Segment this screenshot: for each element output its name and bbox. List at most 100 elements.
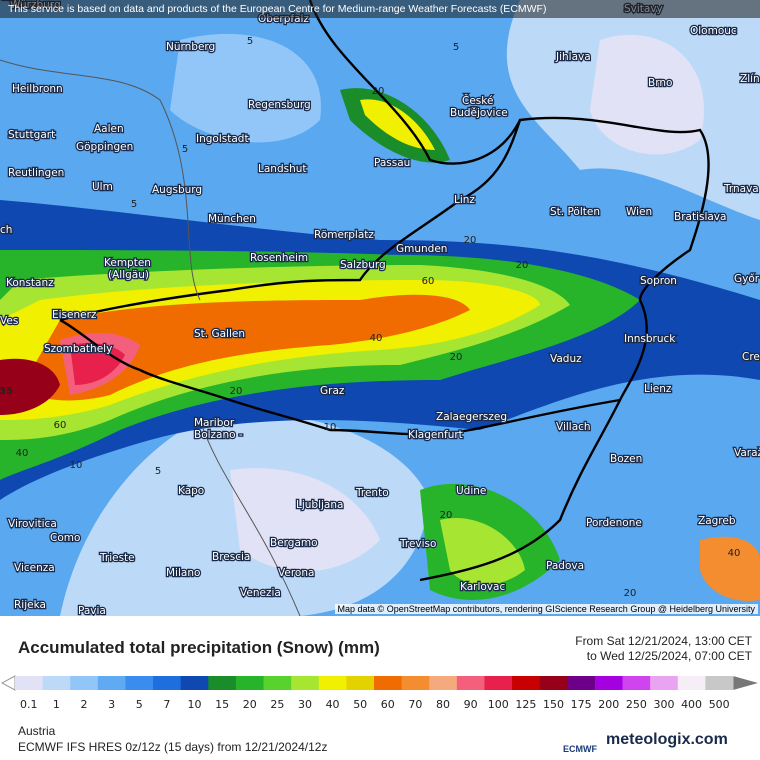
city-label: Landshut	[258, 163, 307, 175]
city-label: Vicenza	[14, 562, 55, 574]
city-label: Ves	[0, 315, 18, 327]
city-label: Aalen	[94, 123, 124, 135]
city-label: Sopron	[640, 275, 677, 287]
scale-swatch	[374, 676, 403, 690]
from: From Sat 12/21/2024, 13:00 CET	[575, 634, 752, 648]
city-label: Pavia	[78, 605, 106, 616]
city-label: Rijeka	[14, 599, 46, 611]
contour-label: 20	[450, 352, 463, 363]
scale-swatch	[70, 676, 99, 690]
city-label: Treviso	[399, 538, 436, 550]
scale-swatch	[97, 676, 126, 690]
city-label: Nürnberg	[166, 41, 215, 53]
scale-label: 20	[243, 698, 257, 711]
city-label: Szombathely	[44, 343, 112, 355]
city-label: Reutlingen	[8, 167, 64, 179]
contour-label: 20	[372, 86, 385, 97]
city-label: Ljubljana	[296, 499, 343, 511]
scale-swatch	[484, 676, 513, 690]
city-label: Zalaegerszeg	[436, 411, 507, 423]
meteologix-logo: meteologix.com	[606, 731, 728, 748]
scale-swatch	[567, 676, 596, 690]
map: WürzburgOberpfalzSvitavyNürnbergJihlavaO…	[0, 0, 760, 616]
contour-label: 20	[624, 588, 637, 599]
city-label: Klagenfurt	[408, 429, 463, 441]
model: ECMWF IFS HRES 0z/12z (15 days) from 12/…	[18, 740, 328, 754]
contour-label: 20	[230, 386, 243, 397]
city-label: Villach	[556, 421, 591, 433]
city-label: Vaduz	[550, 353, 582, 365]
scale-arrow-left	[0, 675, 16, 691]
scale-label: 0.1	[20, 698, 38, 711]
scale-swatch	[346, 676, 375, 690]
city-label: Milano	[166, 567, 200, 579]
scale-swatch	[263, 676, 292, 690]
scale-label: 60	[381, 698, 395, 711]
city-label: Regensburg	[248, 99, 311, 111]
city-label: Bozen	[610, 453, 642, 465]
contour-label: 20	[516, 260, 529, 271]
city-label: St. Gallen	[194, 328, 245, 340]
city-label: Győr	[734, 273, 760, 285]
city-label: Passau	[374, 157, 410, 169]
scale-label: 5	[136, 698, 143, 711]
city-label: Gmunden	[396, 243, 447, 255]
contour-label: 5	[247, 36, 253, 47]
contour-label: 40	[728, 548, 741, 559]
city-label: München	[208, 213, 256, 225]
scale-label: 30	[298, 698, 312, 711]
scale-swatch	[291, 676, 320, 690]
legend-title: Accumulated total precipitation (Snow) (…	[18, 638, 380, 657]
city-label: Varaždin	[734, 447, 760, 459]
city-label: Budějovice	[450, 107, 508, 119]
city-label: Graz	[320, 385, 345, 397]
scale-label: 7	[163, 698, 170, 711]
contour-label: 20	[464, 235, 477, 246]
city-label: Zagreb	[698, 515, 736, 527]
scale-label: 3	[108, 698, 115, 711]
city-label: Konstanz	[6, 277, 54, 289]
notice: This service is based on data and produc…	[8, 3, 547, 15]
scale-label: 25	[270, 698, 284, 711]
ecmwf-logo: ECMWF	[563, 744, 597, 754]
region: Austria	[18, 724, 56, 738]
city-label: Udine	[456, 485, 486, 497]
city-label: Brescia	[212, 551, 250, 563]
city-label: Ingolstadt	[196, 133, 249, 145]
city-label: Virovitica	[8, 518, 57, 530]
city-label: Kapo	[178, 485, 204, 497]
scale-label: 500	[709, 698, 730, 711]
scale-swatch	[42, 676, 71, 690]
scale-label: 70	[408, 698, 422, 711]
scale-swatch	[208, 676, 237, 690]
city-label: Verona	[278, 567, 314, 579]
contour-label: 5	[453, 42, 459, 53]
scale-swatch	[705, 676, 734, 690]
scale-swatch	[153, 676, 182, 690]
city-label: Römerplatz	[314, 229, 374, 241]
city-label: ch	[0, 224, 12, 236]
scale-swatch	[650, 676, 679, 690]
scale-arrow-right	[733, 676, 758, 690]
contour-label: 5	[131, 199, 137, 210]
city-label: Trieste	[99, 552, 135, 564]
contour-label: 5	[182, 144, 188, 155]
city-label: (Allgäu)	[108, 269, 149, 281]
city-label: Salzburg	[340, 259, 386, 271]
contour-label: 35	[0, 386, 13, 397]
city-label: Zlín	[740, 73, 760, 85]
scale-swatch	[235, 676, 265, 690]
scale-label: 250	[626, 698, 647, 711]
scale-label: 50	[353, 698, 367, 711]
color-scale: 0.1 1 2 3 5 7 10 15 20 25 30 40 50 60 70 80 90 100 125 150 1…	[0, 675, 758, 711]
scale-swatch	[677, 676, 706, 690]
scale-label: 150	[543, 698, 564, 711]
scale-label: 15	[215, 698, 229, 711]
city-label: Kempten	[104, 257, 151, 269]
scale-swatch	[180, 676, 209, 690]
contour-label: 10	[324, 422, 337, 433]
city-label: Padova	[546, 560, 584, 572]
notice-bar: This service is based on data and produc…	[0, 0, 760, 18]
period: From Sat 12/21/2024, 13:00 CET to Wed 12/…	[575, 634, 752, 664]
scale-label: 2	[81, 698, 88, 711]
